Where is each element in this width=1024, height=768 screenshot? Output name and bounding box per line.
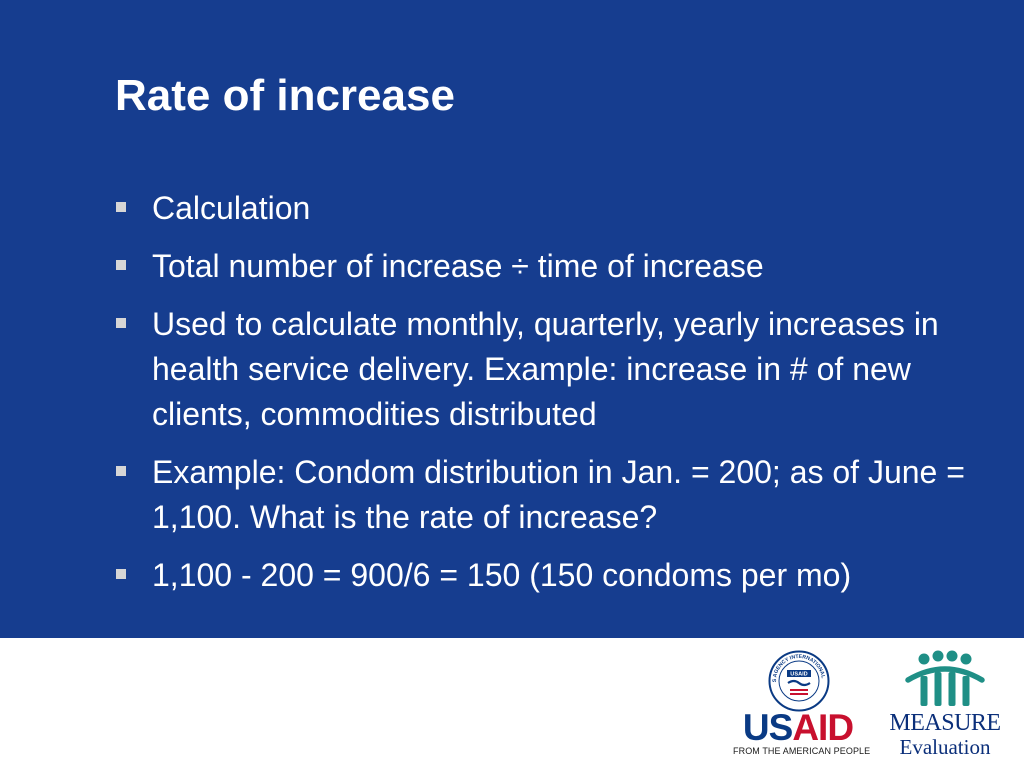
slide-title: Rate of increase <box>115 71 455 120</box>
bullet-item: Used to calculate monthly, quarterly, ye… <box>112 302 992 437</box>
usaid-seal-badge: USAID <box>790 672 807 678</box>
measure-wordmark: MEASURE <box>889 710 1001 736</box>
slide-background <box>0 0 1024 638</box>
bullet-text: Used to calculate monthly, quarterly, ye… <box>152 306 939 432</box>
bullet-list: Calculation Total number of increase ÷ t… <box>112 186 992 611</box>
square-bullet-icon <box>116 202 126 212</box>
square-bullet-icon <box>116 260 126 270</box>
usaid-logo: UNITED STATES AGENCY INTERNATIONAL DEVEL… <box>733 650 871 762</box>
usaid-seal-icon: UNITED STATES AGENCY INTERNATIONAL DEVEL… <box>768 650 830 712</box>
square-bullet-icon <box>116 569 126 579</box>
people-figures-icon <box>905 650 985 706</box>
usaid-wordmark-us: US <box>742 707 793 748</box>
bullet-text: Example: Condom distribution in Jan. = 2… <box>152 454 965 535</box>
square-bullet-icon <box>116 466 126 476</box>
bullet-text: Calculation <box>152 190 311 226</box>
bullet-text: 1,100 - 200 = 900/6 = 150 (150 condoms p… <box>152 557 852 593</box>
usaid-wordmark: USAID <box>733 708 863 748</box>
bullet-item: Total number of increase ÷ time of incre… <box>112 244 992 289</box>
measure-evaluation-logo: MEASURE Evaluation <box>886 650 1004 762</box>
square-bullet-icon <box>116 318 126 328</box>
usaid-wordmark-aid: AID <box>792 707 854 748</box>
bullet-item: Example: Condom distribution in Jan. = 2… <box>112 450 992 540</box>
bullet-item: Calculation <box>112 186 992 231</box>
bullet-text: Total number of increase ÷ time of incre… <box>152 248 764 284</box>
bullet-item: 1,100 - 200 = 900/6 = 150 (150 condoms p… <box>112 553 992 598</box>
usaid-tagline: FROM THE AMERICAN PEOPLE <box>733 746 871 756</box>
evaluation-wordmark: Evaluation <box>899 735 991 759</box>
footer-logo-bar <box>0 638 1024 768</box>
